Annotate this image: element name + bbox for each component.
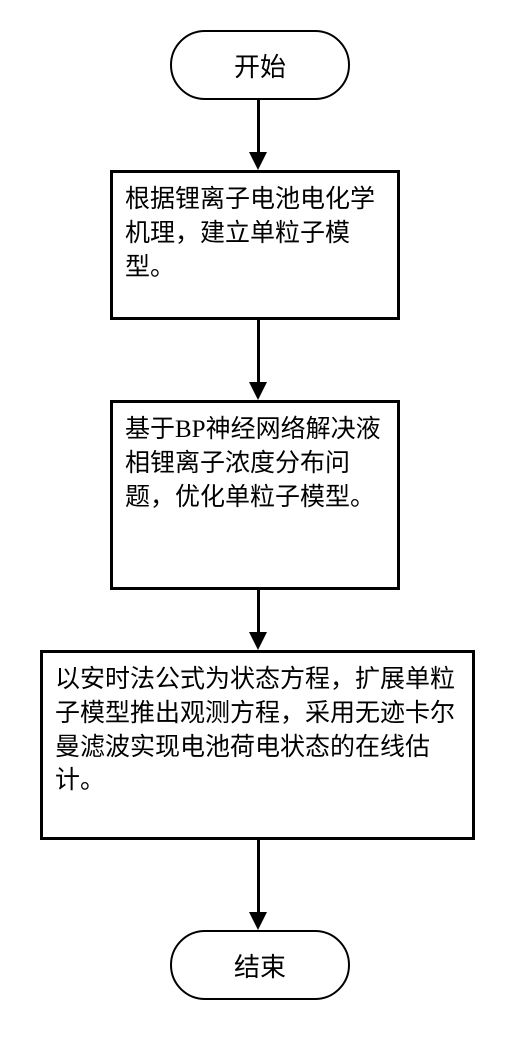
- flow-end: 结束: [170, 930, 350, 1000]
- flow-step3: 以安时法公式为状态方程，扩展单粒子模型推出观测方程，采用无迹卡尔曼滤波实现电池荷…: [40, 650, 475, 840]
- flow-step2: 基于BP神经网络解决液相锂离子浓度分布问题，优化单粒子模型。: [110, 400, 400, 590]
- edge-step2-step3-head: [249, 632, 267, 650]
- edge-step3-end-line: [257, 840, 260, 912]
- flow-start-label: 开始: [234, 47, 286, 84]
- flow-step1: 根据锂离子电池电化学机理，建立单粒子模型。: [110, 170, 400, 320]
- edge-step1-step2-head: [249, 382, 267, 400]
- flow-step3-label: 以安时法公式为状态方程，扩展单粒子模型推出观测方程，采用无迹卡尔曼滤波实现电池荷…: [55, 666, 455, 794]
- flow-step2-label: 基于BP神经网络解决液相锂离子浓度分布问题，优化单粒子模型。: [125, 416, 381, 511]
- flow-start: 开始: [170, 30, 350, 100]
- edge-step1-step2-line: [257, 320, 260, 382]
- flow-end-label: 结束: [234, 947, 286, 984]
- edge-step2-step3-line: [257, 590, 260, 632]
- edge-start-step1-head: [249, 152, 267, 170]
- flow-step1-label: 根据锂离子电池电化学机理，建立单粒子模型。: [125, 186, 375, 281]
- edge-start-step1-line: [257, 100, 260, 152]
- edge-step3-end-head: [249, 912, 267, 930]
